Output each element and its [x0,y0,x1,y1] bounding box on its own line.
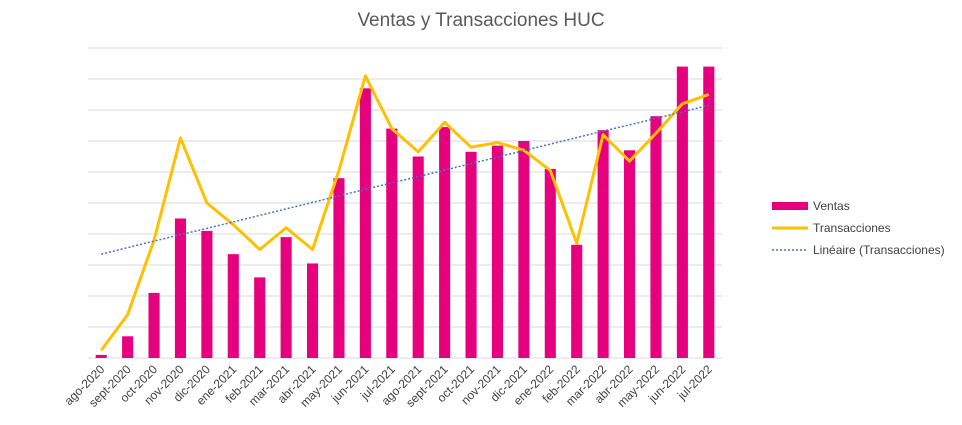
bar [280,237,292,358]
bar [306,263,319,358]
bar [623,150,636,358]
bar [650,116,662,358]
bar [597,130,609,358]
chart-title: Ventas y Transacciones HUC [357,10,604,31]
bar [174,218,187,358]
legend-label: Ventas [813,199,850,213]
bar [518,141,530,358]
bar [227,254,239,358]
bar [703,66,715,358]
legend-label: Transacciones [813,221,891,235]
legend-label: Linéaire (Transacciones) [813,243,945,257]
bar [359,88,371,359]
bar [95,354,107,358]
line [100,74,710,352]
legend-swatch [772,202,808,210]
trend-line [101,104,709,255]
bar [465,151,477,358]
bar [676,66,688,358]
bar [201,230,213,358]
bar [148,292,160,358]
bar [571,244,583,358]
bar [439,127,451,358]
bar [386,128,398,358]
bar [412,156,424,358]
bar [254,277,266,358]
bar [122,336,134,358]
bar [544,168,556,358]
bar [333,178,345,358]
bar [491,145,504,358]
